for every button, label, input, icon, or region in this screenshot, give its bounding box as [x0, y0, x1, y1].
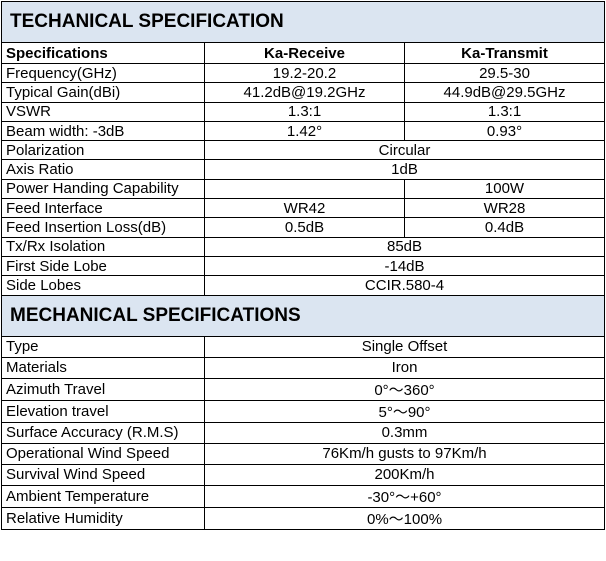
spec-value: 85dB — [203, 236, 606, 257]
spec-row: Operational Wind Speed 76Km/h gusts to 97… — [1, 442, 606, 465]
spec-row: Beam width: -3dB 1.42° 0.93° — [1, 120, 606, 142]
spec-row: VSWR 1.3:1 1.3:1 — [1, 101, 606, 122]
column-header: Specifications — [1, 42, 205, 64]
spec-row: Relative Humidity 0%～100% — [1, 506, 606, 530]
spec-row: Surface Accuracy (R.M.S) 0.3mm — [1, 421, 606, 444]
spec-row: Azimuth Travel 0°～360° — [1, 377, 606, 401]
column-header: Ka-Transmit — [403, 42, 606, 64]
spec-value: -30°～+60° — [203, 484, 606, 508]
spec-value: 0%～100% — [203, 506, 606, 530]
section-title: MECHANICAL SPECIFICATIONS — [0, 294, 606, 337]
spec-label: First Side Lobe — [1, 255, 205, 277]
spec-row: Axis Ratio 1dB — [1, 159, 606, 180]
spec-row: Feed Interface WR42 WR28 — [1, 198, 606, 219]
spec-row: Frequency(GHz) 19.2-20.2 29.5-30 — [1, 62, 606, 84]
spec-label: Tx/Rx Isolation — [1, 236, 205, 257]
receive-value: 41.2dB@19.2GHz — [204, 82, 405, 103]
spec-row: Typical Gain(dBi) 41.2dB@19.2GHz 44.9dB@29… — [1, 82, 606, 103]
spec-row: Power Handing Capability 100W — [1, 178, 606, 200]
spec-row: Type Single Offset — [1, 335, 606, 358]
receive-value: 19.2-20.2 — [204, 62, 405, 84]
transmit-value: 1.3:1 — [403, 101, 606, 122]
spec-label: VSWR — [1, 101, 205, 122]
spec-row: Elevation travel 5°～90° — [1, 399, 606, 423]
spec-value: 76Km/h gusts to 97Km/h — [203, 442, 606, 465]
transmit-value: 44.9dB@29.5GHz — [403, 82, 606, 103]
spec-label: Materials — [1, 356, 205, 379]
transmit-value: 0.93° — [403, 120, 606, 142]
spec-row: Materials Iron — [1, 356, 606, 379]
spec-label: Surface Accuracy (R.M.S) — [1, 421, 205, 444]
receive-value: 0.5dB — [204, 217, 405, 238]
column-header: Ka-Receive — [204, 42, 405, 64]
spec-label: Feed Interface — [1, 198, 205, 219]
spec-label: Elevation travel — [1, 399, 205, 423]
spec-table: TECHANICAL SPECIFICATION Specifications Ka… — [0, 1, 606, 530]
spec-label: Ambient Temperature — [1, 484, 205, 508]
spec-row: Polarization Circular — [1, 140, 606, 161]
spec-value: 0°～360° — [203, 377, 606, 401]
header-row: Specifications Ka-Receive Ka-Transmit — [1, 42, 606, 64]
spec-label: Frequency(GHz) — [1, 62, 205, 84]
spec-row: Ambient Temperature -30°～+60° — [1, 484, 606, 508]
spec-label: Survival Wind Speed — [1, 463, 205, 486]
spec-value: 1dB — [203, 159, 606, 180]
spec-label: Relative Humidity — [1, 506, 205, 530]
spec-label: Polarization — [1, 140, 205, 161]
spec-row: Tx/Rx Isolation 85dB — [1, 236, 606, 257]
transmit-value: 29.5-30 — [403, 62, 606, 84]
spec-value: Single Offset — [203, 335, 606, 358]
transmit-value: 0.4dB — [403, 217, 606, 238]
spec-label: Side Lobes — [1, 275, 205, 296]
spec-row: Feed Insertion Loss(dB) 0.5dB 0.4dB — [1, 217, 606, 238]
spec-value: 5°～90° — [203, 399, 606, 423]
receive-value: WR42 — [204, 198, 405, 219]
spec-label: Operational Wind Speed — [1, 442, 205, 465]
spec-label: Power Handing Capability — [1, 178, 205, 200]
spec-label: Typical Gain(dBi) — [1, 82, 205, 103]
section-title: TECHANICAL SPECIFICATION — [0, 1, 606, 43]
spec-value: 200Km/h — [203, 463, 606, 486]
spec-label: Type — [1, 335, 205, 358]
spec-value: Circular — [203, 140, 606, 161]
spec-value: -14dB — [203, 255, 606, 277]
receive-value — [204, 178, 405, 200]
spec-row: Survival Wind Speed 200Km/h — [1, 463, 606, 486]
spec-label: Feed Insertion Loss(dB) — [1, 217, 205, 238]
section-title: MECHANICAL SPECIFICATIONS — [0, 294, 606, 337]
spec-row: Side Lobes CCIR.580-4 — [1, 275, 606, 296]
spec-label: Beam width: -3dB — [1, 120, 205, 142]
transmit-value: WR28 — [403, 198, 606, 219]
receive-value: 1.42° — [204, 120, 405, 142]
spec-value: CCIR.580-4 — [203, 275, 606, 296]
receive-value: 1.3:1 — [204, 101, 405, 122]
spec-label: Axis Ratio — [1, 159, 205, 180]
section-title: TECHANICAL SPECIFICATION — [0, 1, 606, 43]
spec-row: First Side Lobe -14dB — [1, 255, 606, 277]
spec-value: Iron — [203, 356, 606, 379]
spec-value: 0.3mm — [203, 421, 606, 444]
transmit-value: 100W — [403, 178, 606, 200]
spec-label: Azimuth Travel — [1, 377, 205, 401]
